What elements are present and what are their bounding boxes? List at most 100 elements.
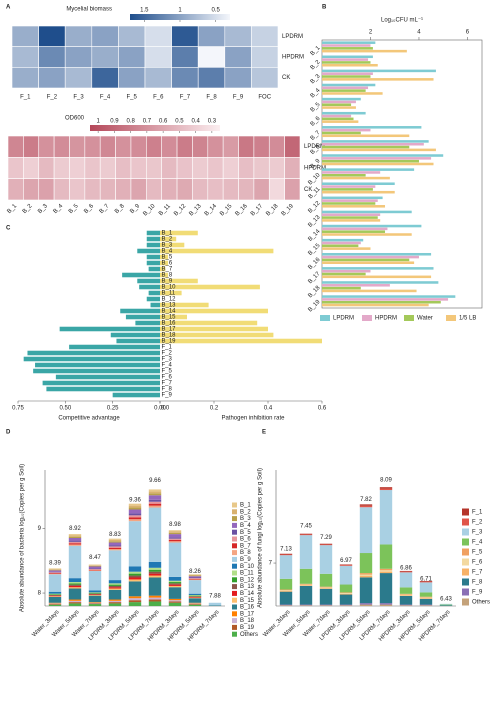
bar [322,159,419,163]
y-axis-title: Absolute abundance of fungi log₁₀(Copies… [258,468,264,608]
bar-segment [339,593,353,594]
bar-segment [128,575,142,578]
category-label: B_14 [307,228,322,243]
bar [322,176,390,180]
heatmap-cell [171,67,199,89]
legend-label: HPDRM [375,316,397,322]
total-label: 7.88 [209,593,221,599]
bar-segment [399,571,413,573]
bar-segment [339,584,353,593]
legend-label: B_1 [240,503,251,509]
bar-segment [68,587,82,589]
bar-segment [68,534,82,536]
heatmap-cell [251,46,279,68]
bar-segment [128,600,142,603]
bar-segment [299,535,313,569]
heatmap-cell [224,67,252,89]
bar-left [110,332,160,338]
bar-segment [48,569,62,571]
bar [322,69,436,73]
legend-swatch [232,556,237,562]
category-label: F_2 [162,351,173,357]
heatmap-cell [38,46,66,68]
x-axis-title: Log₁₀CFU mL⁻¹ [381,18,423,24]
column-label: B_10 [142,203,157,218]
bar [322,286,361,290]
bar [322,47,373,50]
bar-segment [128,566,142,572]
heatmap-cell [99,157,116,179]
row-label: LPDRM [304,144,325,150]
category-label: B_1 [162,231,173,237]
bar-segment [188,574,202,576]
colorbar [130,14,230,20]
bar-segment [319,588,333,589]
bar-segment [279,553,293,555]
category-label: B_12 [162,297,177,303]
legend-swatch [446,315,456,321]
bar-left [59,326,160,332]
column-label: B_2 [22,203,34,215]
bar-segment [108,600,122,603]
bar-segment [88,569,102,571]
row-label: HPDRM [304,166,326,172]
column-label: B_8 [114,203,126,215]
bar-segment [168,542,182,577]
bar-segment [439,603,453,605]
category-label: F_1 [162,345,173,351]
bar-left [146,296,160,302]
bar [322,131,361,135]
heatmap-cell [146,135,162,158]
total-label: 8.83 [109,532,121,538]
bar-segment [168,576,182,581]
column-label: FOC [258,95,271,101]
colorbar-title: Mycelial biomass [66,7,112,13]
bar-segment [128,515,142,518]
bar-segment [48,595,62,597]
bar-left [135,320,160,326]
bar-segment [48,604,62,605]
category-label: B_6 [162,261,173,267]
bar-segment [319,604,333,606]
legend-swatch [232,543,237,549]
heatmap-cell [84,178,101,201]
colorbar-tick-label: 1 [96,119,100,125]
legend-label: F_7 [472,570,483,576]
bar-segment [339,594,353,605]
heatmap-cell [222,135,239,158]
colorbar [90,125,220,131]
category-label: B_15 [162,315,177,321]
bar-left [125,314,160,320]
bar-segment [108,542,122,546]
bar-segment [299,568,313,584]
heatmap-cell [38,67,66,89]
bar-left [33,368,160,374]
bar [322,284,390,287]
bar-segment [88,564,102,566]
bar-segment [68,544,82,546]
bar [322,140,429,143]
bar [322,174,366,177]
bar [322,55,373,59]
bar-left [137,278,160,284]
bar [322,227,388,231]
bar-segment [108,580,122,584]
bar [322,295,456,298]
heatmap-cell [130,157,147,179]
bar-segment [68,536,82,538]
bar-segment [319,587,333,589]
heatmap-cell [268,135,285,158]
bar-left [112,392,160,398]
bar-segment [88,565,102,567]
column-label: B_18 [265,203,280,218]
heatmap-cell [115,135,132,158]
panel-label: C [6,226,11,232]
bar [322,258,410,262]
bar-segment [339,593,353,595]
bar-segment [359,577,373,604]
bar-segment [88,594,102,595]
bar-segment [108,547,122,550]
heatmap-cell [84,135,101,158]
column-label: F_7 [180,95,191,101]
bar-segment [188,603,202,605]
